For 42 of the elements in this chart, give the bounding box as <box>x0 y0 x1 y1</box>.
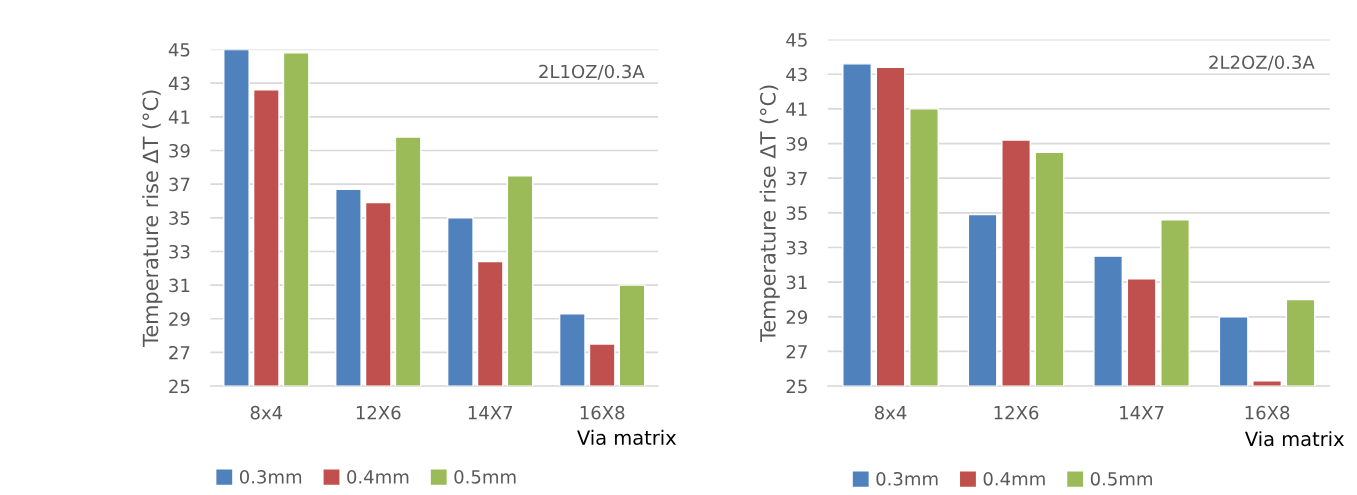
y-tick-label: 39 <box>169 143 190 158</box>
y-tick-label: 33 <box>786 240 807 255</box>
y-tick-label: 43 <box>168 76 190 91</box>
y-tick-label: 27 <box>786 344 807 359</box>
legend-label: 0.5mm <box>454 469 516 484</box>
x-tick-label: 12X6 <box>994 405 1039 420</box>
legend-label: 0.5mm <box>1090 471 1152 486</box>
y-tick-label: 31 <box>786 275 807 290</box>
x-axis-title: Via matrix <box>1244 431 1344 447</box>
y-axis-title: Temperature rise ΔT (°C) <box>759 85 780 342</box>
y-tick-label: 43 <box>786 67 807 82</box>
x-tick-label: 14X7 <box>468 406 513 420</box>
annotation: 2L2OZ/0.3A <box>1209 55 1315 71</box>
y-tick-label: 29 <box>786 310 808 324</box>
y-tick-label: 41 <box>786 102 807 116</box>
x-tick-label: 8x4 <box>250 405 283 420</box>
x-tick-label: 8x4 <box>874 405 907 420</box>
x-tick-label: 14X7 <box>1120 406 1164 420</box>
y-tick-label: 35 <box>169 211 190 225</box>
y-axis-title: Temperature rise ΔT (°C) <box>142 90 163 347</box>
x-axis-title: Via matrix <box>577 429 677 445</box>
y-tick-label: 45 <box>168 43 190 57</box>
annotation: 2L1OZ/0.3A <box>539 64 645 80</box>
x-tick-label: 16X8 <box>1245 405 1290 420</box>
y-tick-label: 33 <box>169 244 190 259</box>
y-tick-label: 27 <box>169 345 190 360</box>
y-tick-label: 41 <box>168 110 190 124</box>
y-tick-label: 39 <box>786 137 808 151</box>
legend-label: 0.4mm <box>983 471 1045 486</box>
y-tick-label: 37 <box>169 177 190 192</box>
x-tick-label: 16X8 <box>580 405 625 420</box>
y-tick-label: 45 <box>786 33 807 47</box>
legend-label: 0.4mm <box>347 469 409 484</box>
y-tick-label: 35 <box>786 206 807 220</box>
y-tick-label: 25 <box>786 379 807 394</box>
y-tick-label: 31 <box>169 278 190 293</box>
legend-label: 0.3mm <box>876 471 938 486</box>
x-tick-label: 12X6 <box>356 405 401 420</box>
y-tick-label: 25 <box>169 379 190 394</box>
y-tick-label: 29 <box>169 312 190 326</box>
y-tick-label: 37 <box>786 171 807 186</box>
legend-label: 0.3mm <box>239 469 302 484</box>
